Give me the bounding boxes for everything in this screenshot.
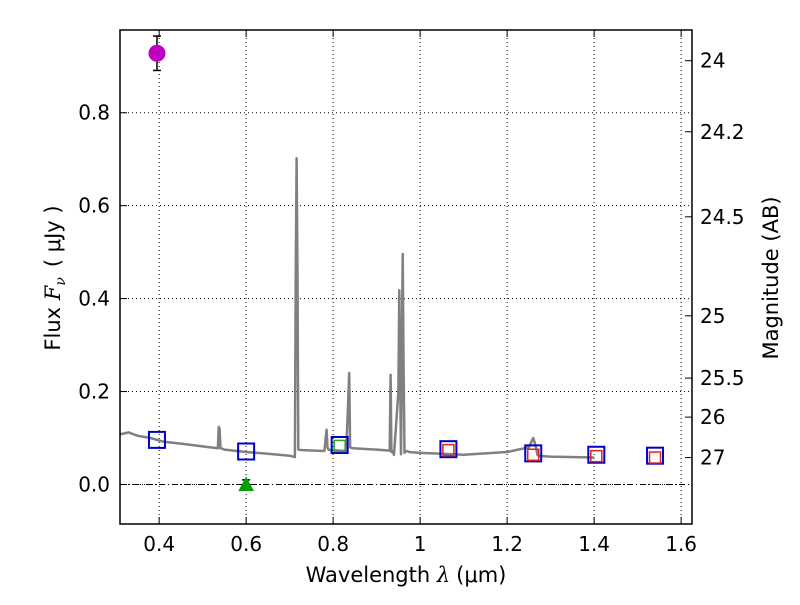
plot-frame [119,29,693,525]
axes-layer: 0.4 0.6 0.8 1 1.2 1.4 1.6 0.0 0.2 0.4 0.6 0.8 24 24.2… [78,29,745,556]
right-tick-label: 24 [700,49,725,73]
right-tick-label: 24.2 [700,120,745,144]
spectrum-line [119,157,595,459]
y-axis-label-prefix: Flux [41,300,65,350]
right-tick-label: 25.5 [700,366,745,390]
spectrum-layer [119,157,595,459]
data-point-circle [148,44,166,62]
data-point-square [147,430,166,449]
x-axis-label: Wavelength λ (μm) [306,563,507,587]
x-tick-label: 0.8 [317,532,349,556]
x-tick-label: 1.6 [665,532,697,556]
data-point-triangle [238,476,254,491]
points-layer [147,35,665,491]
right-tick-label: 25 [700,304,725,328]
data-point-square [439,440,458,459]
x-tick-label: 1 [414,532,427,556]
right-tick-label: 24.5 [700,205,745,229]
data-point-square-small [333,439,346,453]
y-tick-label: 0.6 [78,194,110,218]
x-tick-label: 1.4 [578,532,610,556]
data-point-square [237,442,256,461]
y-tick-label: 0.2 [78,380,110,404]
x-axis-label-symbol: λ [436,563,450,587]
x-tick-label: 0.4 [143,532,175,556]
x-tick-label: 0.6 [230,532,262,556]
data-point-square [330,435,349,454]
data-point-square-small [590,449,603,463]
x-axis-label-prefix: Wavelength [306,563,437,587]
right-axis-label: Magnitude (AB) [759,196,783,359]
y-axis-label-symbol: F [41,284,65,301]
y-tick-label: 0.0 [78,472,110,496]
right-tick-label: 27 [700,446,725,470]
grid-layer [120,30,692,524]
data-point-square [587,445,606,464]
y-axis-label: Flux Fν ( μJy ) [41,205,69,350]
y-tick-label: 0.8 [78,101,110,125]
x-axis-label-unit: (μm) [456,563,506,587]
data-point-square-small [442,443,455,457]
x-tick-label: 1.2 [491,532,523,556]
data-point-square [524,444,543,463]
y-axis-label-unit: ( μJy ) [41,205,65,267]
y-tick-label: 0.4 [78,287,110,311]
y-axis-label-subscript: ν [53,277,69,286]
data-point-square-small [526,448,540,462]
right-tick-label: 26 [700,405,725,429]
data-point-square-small [648,451,662,464]
